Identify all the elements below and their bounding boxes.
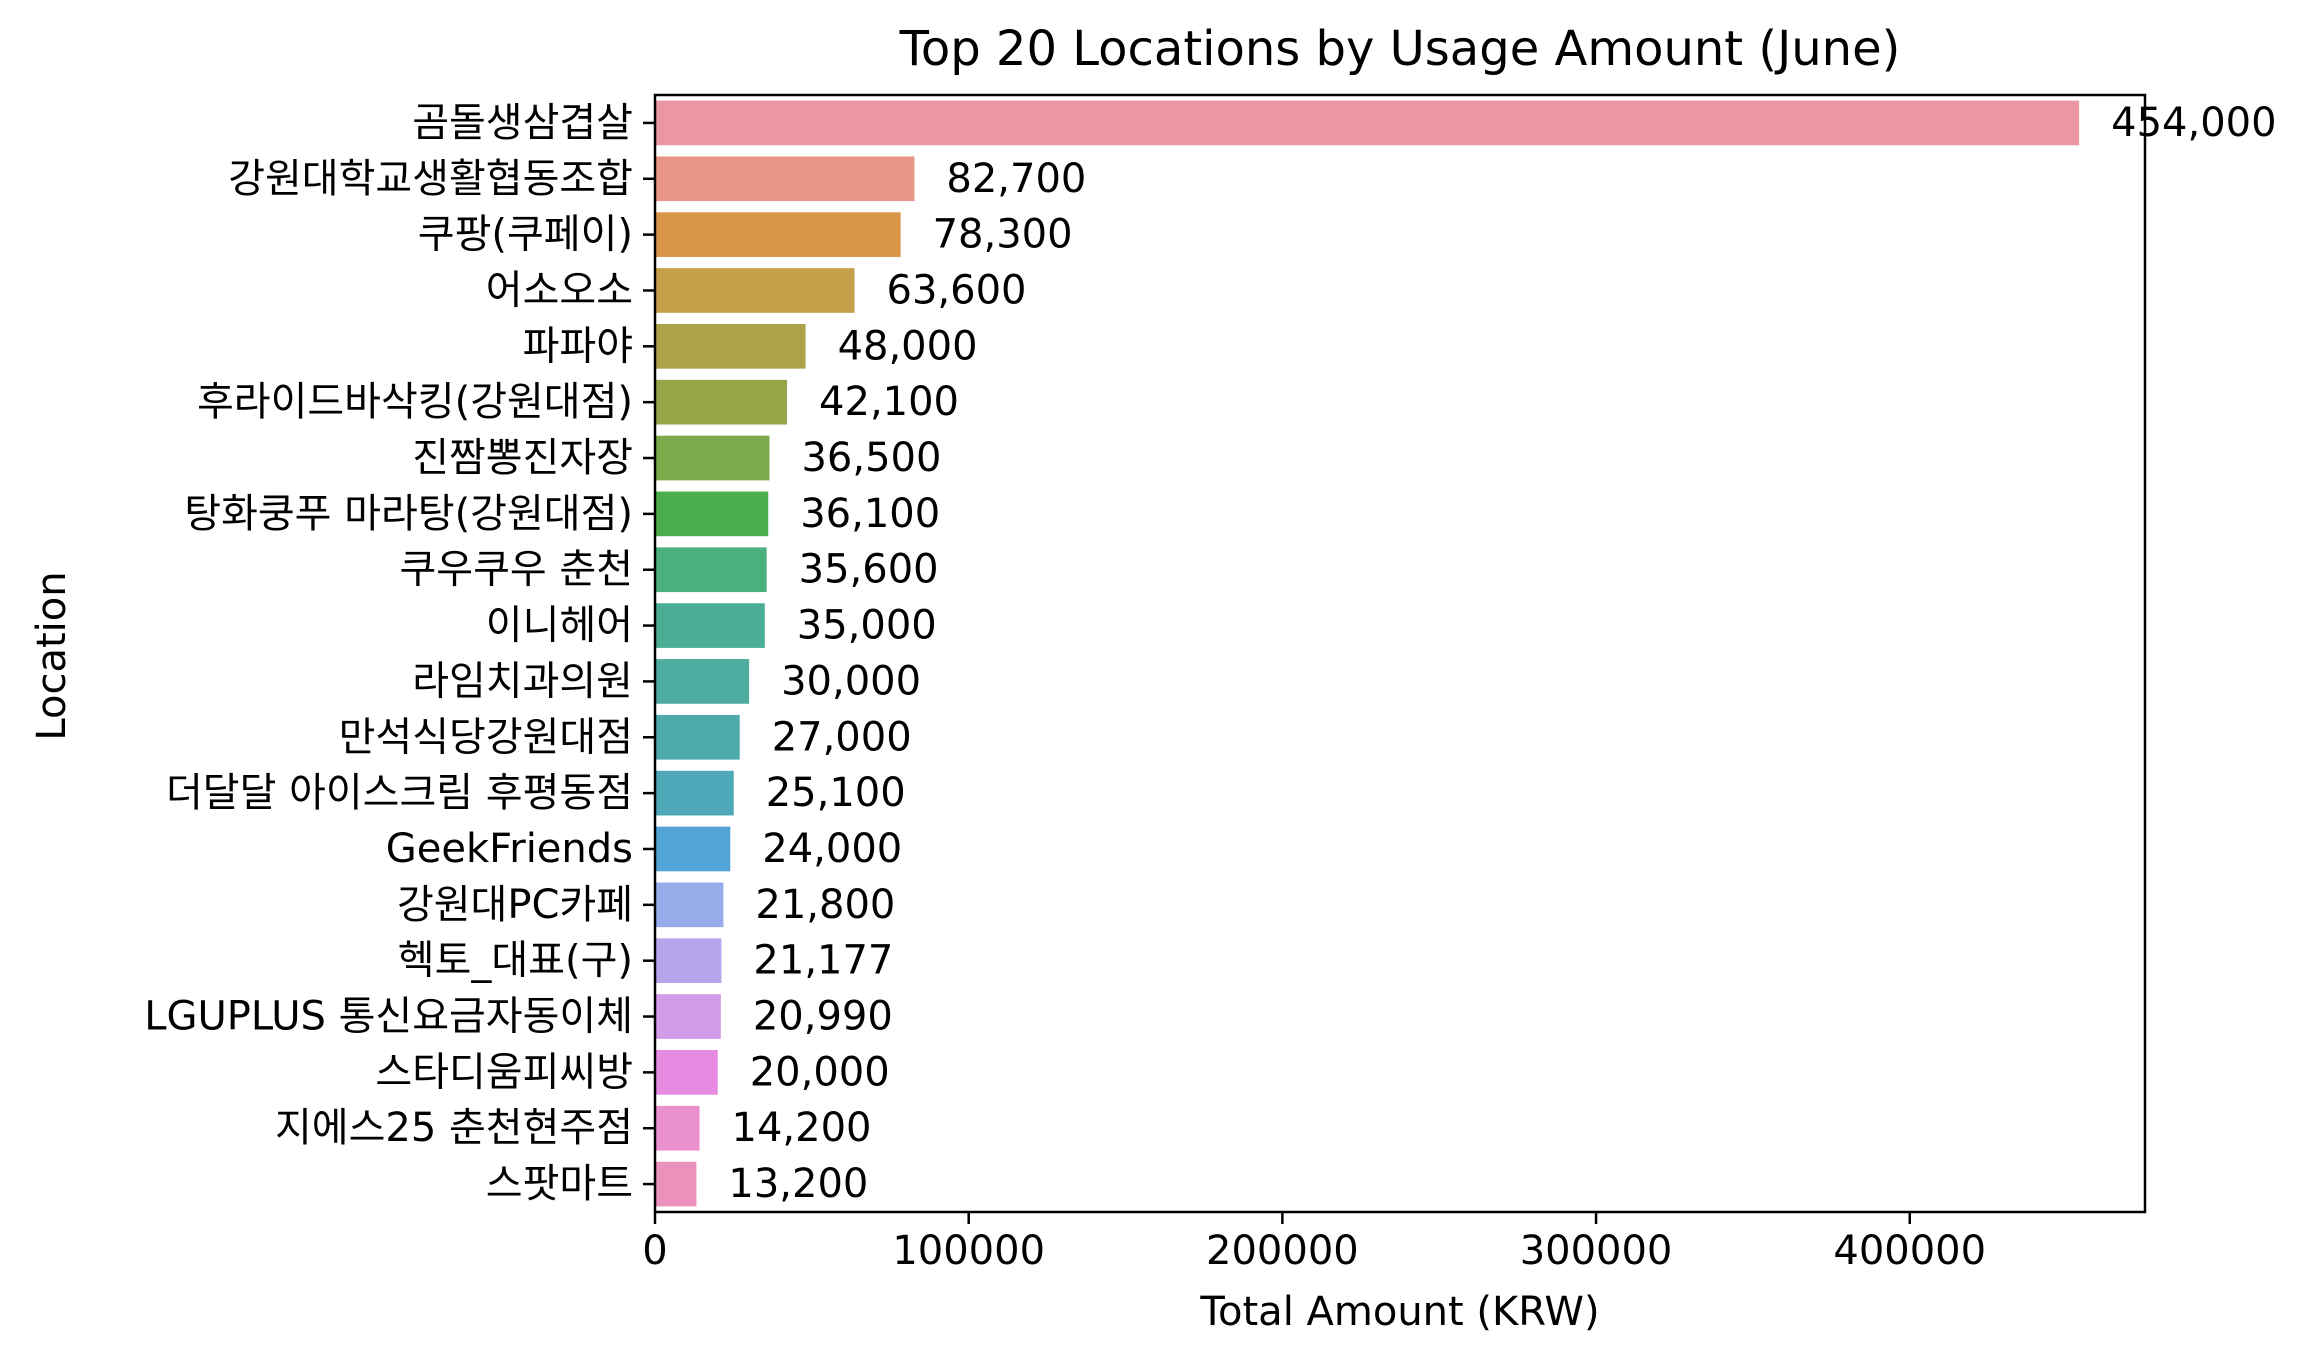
bar bbox=[655, 323, 806, 369]
bar-value-label: 20,000 bbox=[750, 1049, 890, 1095]
plot-frame bbox=[653, 93, 2147, 1214]
x-axis-title: Total Amount (KRW) bbox=[1199, 1289, 1599, 1335]
bar bbox=[655, 547, 767, 593]
bar-value-label: 25,100 bbox=[766, 770, 906, 816]
y-tick-label: 스팟마트 bbox=[486, 1161, 633, 1207]
y-tick-label: 파파야 bbox=[523, 323, 633, 369]
y-tick-label: 곰돌생삼겹살 bbox=[412, 100, 633, 146]
y-tick-label: 강원대학교생활협동조합 bbox=[228, 156, 633, 202]
bar bbox=[655, 603, 765, 648]
x-tick-label: 0 bbox=[642, 1228, 667, 1274]
bar-value-label: 82,700 bbox=[946, 156, 1086, 202]
value-labels-layer: 454,000 82,700 78,300 63,600 48,000 42,100 36,… bbox=[728, 100, 2276, 1207]
bar-value-label: 24,000 bbox=[762, 826, 902, 872]
bar-value-label: 27,000 bbox=[772, 714, 912, 760]
x-tick-label: 400000 bbox=[1833, 1228, 1986, 1274]
bar-value-label: 30,000 bbox=[781, 658, 921, 704]
bar bbox=[655, 1161, 697, 1207]
y-tick-label: 만석식당강원대점 bbox=[339, 714, 633, 760]
x-tick-label: 200000 bbox=[1206, 1228, 1359, 1274]
bar-value-label: 48,000 bbox=[838, 323, 978, 369]
y-tick-label: 스타디움피씨방 bbox=[375, 1049, 633, 1095]
y-tick-label: 쿠팡(쿠페이) bbox=[418, 212, 633, 258]
y-tick-label: 더달달 아이스크림 후평동점 bbox=[166, 770, 633, 816]
bar bbox=[655, 212, 901, 257]
bar-value-label: 78,300 bbox=[933, 212, 1073, 258]
y-tick-label: 라임치과의원 bbox=[412, 658, 633, 704]
bar bbox=[655, 882, 724, 928]
bar bbox=[655, 994, 721, 1039]
y-tick-label: 후라이드바삭킹(강원대점) bbox=[197, 379, 633, 425]
y-tick-label: 어소오소 bbox=[486, 267, 633, 313]
y-tick-label: 쿠우쿠우 춘천 bbox=[399, 547, 633, 593]
y-tick-label: 탕화쿵푸 마라탕(강원대점) bbox=[184, 491, 633, 537]
y-axis-title: Location bbox=[29, 571, 75, 740]
chart-title: Top 20 Locations by Usage Amount (June) bbox=[899, 21, 1901, 77]
bar bbox=[655, 268, 855, 313]
bar bbox=[655, 1050, 718, 1095]
bar bbox=[655, 770, 734, 816]
bar-value-label: 21,800 bbox=[755, 882, 895, 928]
bar bbox=[655, 491, 769, 537]
bar bbox=[655, 379, 788, 425]
bar-value-label: 42,100 bbox=[819, 379, 959, 425]
y-tick-label: LGUPLUS 통신요금자동이체 bbox=[144, 994, 633, 1040]
y-tick-label: 진짬뽕진자장 bbox=[412, 435, 633, 481]
x-ticks-layer: 0 100000 200000 300000 400000 bbox=[642, 1212, 1986, 1274]
bar bbox=[655, 156, 915, 202]
x-tick-label: 300000 bbox=[1520, 1228, 1673, 1274]
y-tick-label: 이니헤어 bbox=[486, 603, 633, 649]
bar-value-label: 36,500 bbox=[801, 435, 941, 481]
y-tick-label: 지에스25 춘천현주점 bbox=[275, 1105, 633, 1151]
bar-value-label: 63,600 bbox=[887, 267, 1027, 313]
bar-value-label: 36,100 bbox=[800, 491, 940, 537]
bar bbox=[655, 1105, 700, 1151]
y-tick-label: 강원대PC카페 bbox=[397, 882, 633, 928]
bar bbox=[655, 826, 731, 872]
bar bbox=[655, 714, 740, 760]
bar-value-label: 14,200 bbox=[732, 1105, 872, 1151]
x-tick-label: 100000 bbox=[892, 1228, 1045, 1274]
bar bbox=[655, 659, 750, 704]
bar-value-label: 454,000 bbox=[2111, 100, 2276, 146]
bar bbox=[655, 435, 770, 481]
bar bbox=[655, 100, 2080, 146]
bar-value-label: 35,000 bbox=[797, 603, 937, 649]
bars-layer bbox=[655, 100, 2080, 1207]
bar bbox=[655, 938, 722, 984]
bar-value-label: 13,200 bbox=[728, 1161, 868, 1207]
bar-value-label: 35,600 bbox=[799, 547, 939, 593]
y-tick-label: 헥토_대표(구) bbox=[398, 938, 633, 984]
bar-value-label: 21,177 bbox=[753, 938, 893, 984]
bar-value-label: 20,990 bbox=[753, 994, 893, 1040]
y-tick-label: GeekFriends bbox=[386, 826, 633, 872]
